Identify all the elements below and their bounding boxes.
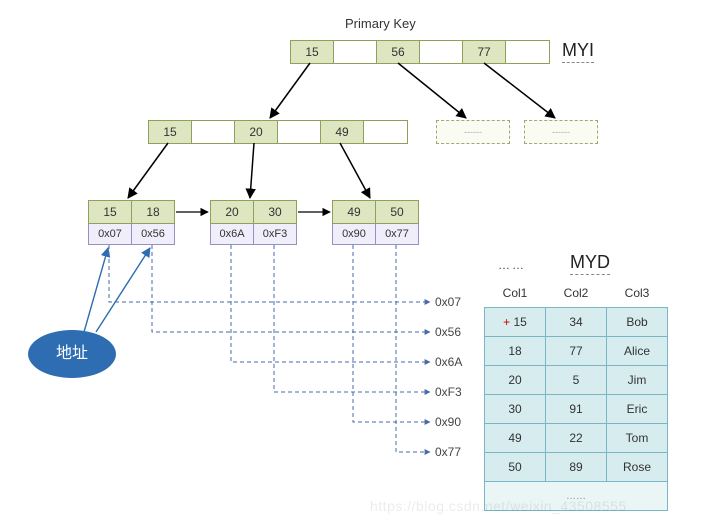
data-table: Col1 Col2 Col3 + 1534Bob1877Alice205Jim3… [484,278,668,511]
leaf-key: 15 [89,201,132,223]
ellipsis-label: …… [498,258,526,272]
myd-label: MYD [570,252,610,275]
table-cell: 18 [485,337,546,366]
leaf-key: 50 [376,201,418,223]
leaf-node: 20 30 0x6A 0xF3 [210,200,297,245]
leaf-ptr: 0x90 [333,224,376,244]
mid-cell [192,121,235,143]
root-cell: 77 [463,41,506,63]
table-cell: 34 [546,308,607,337]
leaf-ptr: 0x77 [376,224,418,244]
mid-cell [364,121,406,143]
mid-node: 15 20 49 [148,120,408,144]
table-cell: 91 [546,395,607,424]
table-row: 3091Eric [485,395,668,424]
table-cell: Eric [607,395,668,424]
leaf-node: 15 18 0x07 0x56 [88,200,175,245]
table-cell: + 15 [485,308,546,337]
table-cell: 5 [546,366,607,395]
table-cell: 30 [485,395,546,424]
leaf-ptr: 0x56 [132,224,174,244]
table-cell: 22 [546,424,607,453]
col-header: Col1 [485,279,546,308]
leaf-ptr: 0x07 [89,224,132,244]
mid-cell: 15 [149,121,192,143]
address-value: 0x07 [435,295,461,309]
myi-label: MYI [562,40,594,63]
table-cell: 50 [485,453,546,482]
table-cell: 77 [546,337,607,366]
table-cell: Bob [607,308,668,337]
leaf-key: 20 [211,201,254,223]
watermark: https://blog.csdn.net/weixin_43508555 [370,498,627,514]
mid-cell [278,121,321,143]
table-cell: Jim [607,366,668,395]
mid-cell: 49 [321,121,364,143]
table-cell: Tom [607,424,668,453]
table-cell: 20 [485,366,546,395]
leaf-ptr: 0xF3 [254,224,296,244]
table-row: + 1534Bob [485,308,668,337]
diagram-title: Primary Key [345,16,416,31]
table-row: 5089Rose [485,453,668,482]
placeholder-node: ------ [436,120,510,144]
address-ellipse: 地址 [28,330,116,378]
placeholder-node: ------ [524,120,598,144]
address-value: 0x6A [435,355,462,369]
address-value: 0x56 [435,325,461,339]
leaf-key: 49 [333,201,376,223]
address-value: 0xF3 [435,385,462,399]
table-cell: Alice [607,337,668,366]
table-cell: 49 [485,424,546,453]
address-value: 0x77 [435,445,461,459]
address-value: 0x90 [435,415,461,429]
table-cell: Rose [607,453,668,482]
table-cell: 89 [546,453,607,482]
table-row: 1877Alice [485,337,668,366]
leaf-node: 49 50 0x90 0x77 [332,200,419,245]
root-cell [506,41,548,63]
leaf-ptr: 0x6A [211,224,254,244]
root-cell [420,41,463,63]
col-header: Col2 [546,279,607,308]
table-row: 205Jim [485,366,668,395]
root-node: 15 56 77 [290,40,550,64]
root-cell [334,41,377,63]
leaf-key: 30 [254,201,296,223]
leaf-key: 18 [132,201,174,223]
root-cell: 56 [377,41,420,63]
mid-cell: 20 [235,121,278,143]
col-header: Col3 [607,279,668,308]
root-cell: 15 [291,41,334,63]
table-row: 4922Tom [485,424,668,453]
